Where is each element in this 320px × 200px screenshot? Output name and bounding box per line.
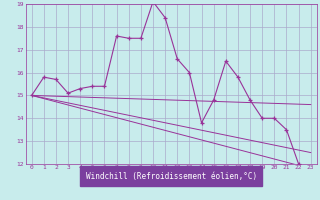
X-axis label: Windchill (Refroidissement éolien,°C): Windchill (Refroidissement éolien,°C) bbox=[86, 172, 257, 181]
